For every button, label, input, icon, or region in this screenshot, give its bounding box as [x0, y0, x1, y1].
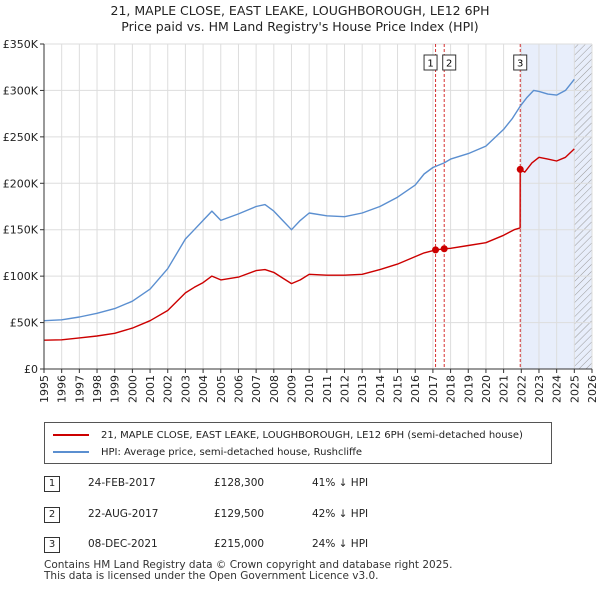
- forecast-hatching: [574, 44, 592, 369]
- x-tick-label: 2008: [268, 375, 281, 403]
- chart-legend: 21, MAPLE CLOSE, EAST LEAKE, LOUGHBOROUG…: [44, 422, 552, 464]
- y-tick-label: £0: [24, 363, 38, 376]
- legend-swatch-property: [53, 434, 89, 436]
- tx-number: 1: [44, 476, 60, 492]
- x-tick-label: 2006: [232, 375, 245, 403]
- chart-subtitle: Price paid vs. HM Land Registry's House …: [121, 19, 479, 34]
- x-tick-label: 2026: [586, 375, 599, 403]
- tx-price: £215,000: [214, 538, 265, 550]
- x-tick-label: 2010: [303, 375, 316, 403]
- x-tick-label: 2013: [356, 375, 369, 403]
- x-tick-label: 2000: [126, 375, 139, 403]
- legend-item-property: 21, MAPLE CLOSE, EAST LEAKE, LOUGHBOROUG…: [53, 427, 523, 443]
- legend-label-property: 21, MAPLE CLOSE, EAST LEAKE, LOUGHBOROUG…: [101, 429, 523, 441]
- x-tick-label: 2007: [250, 375, 263, 403]
- footer: Contains HM Land Registry data © Crown c…: [44, 560, 452, 582]
- x-tick-label: 2011: [321, 375, 334, 403]
- x-tick-label: 2014: [374, 375, 387, 403]
- price-chart: 1 2 3 £0 £50K £100K £150K £200K £250K £300K £350K…: [3, 38, 599, 403]
- footer-copyright: Contains HM Land Registry data © Crown c…: [44, 559, 453, 571]
- y-tick-label: £350K: [3, 38, 39, 51]
- x-tick-label: 1998: [91, 375, 104, 403]
- legend-label-hpi: HPI: Average price, semi-detached house,…: [101, 446, 363, 458]
- x-tick-label: 2001: [144, 375, 157, 403]
- tx-number: 2: [44, 507, 60, 523]
- sale-label-box: [513, 54, 528, 71]
- x-tick-label: 2005: [215, 375, 228, 403]
- legend-swatch-hpi: [53, 451, 89, 453]
- x-tick-label: 2023: [533, 375, 546, 403]
- tx-price: £128,300: [214, 477, 265, 489]
- y-tick-label: £200K: [3, 177, 39, 190]
- sale-label: 3: [517, 59, 523, 70]
- tx-hpi-diff: 41% ↓ HPI: [312, 477, 369, 489]
- x-tick-label: 2025: [568, 375, 581, 403]
- footer-licence: This data is licensed under the Open Gov…: [44, 570, 379, 582]
- x-tick-label: 2019: [462, 375, 475, 403]
- sale-label: 2: [446, 59, 452, 70]
- x-tick-label: 2020: [480, 375, 493, 403]
- tx-hpi-diff: 24% ↓ HPI: [312, 538, 369, 550]
- x-tick-label: 2024: [551, 375, 564, 403]
- sale-point: [516, 165, 524, 173]
- tx-date: 08-DEC-2021: [88, 538, 158, 550]
- sale-label: 1: [427, 59, 433, 70]
- hpi-line: [43, 78, 575, 322]
- x-tick-label: 2004: [197, 375, 210, 403]
- sale-label-box: [423, 54, 438, 71]
- tx-price: £129,500: [214, 508, 265, 520]
- tx-date: 24-FEB-2017: [88, 477, 156, 489]
- y-tick-label: £250K: [3, 131, 39, 144]
- x-tick-label: 1997: [73, 375, 86, 403]
- x-tick-label: 2022: [515, 375, 528, 403]
- x-tick-label: 2017: [427, 375, 440, 403]
- x-tick-label: 2002: [162, 375, 175, 403]
- chart-title: 21, MAPLE CLOSE, EAST LEAKE, LOUGHBOROUG…: [110, 3, 490, 18]
- y-tick-label: £150K: [3, 224, 39, 237]
- tx-hpi-diff: 42% ↓ HPI: [312, 508, 369, 520]
- x-tick-label: 1995: [38, 375, 51, 403]
- sale-point: [440, 245, 448, 253]
- sale-point: [432, 246, 440, 254]
- x-tick-label: 1996: [56, 375, 69, 403]
- property-price-line: [43, 148, 575, 341]
- y-tick-label: £100K: [3, 270, 39, 283]
- x-tick-label: 2009: [285, 375, 298, 403]
- sale-label-box: [442, 54, 457, 71]
- y-tick-label: £50K: [10, 317, 39, 330]
- legend-item-hpi: HPI: Average price, semi-detached house,…: [53, 444, 362, 460]
- tx-date: 22-AUG-2017: [88, 508, 159, 520]
- x-tick-label: 2021: [498, 375, 511, 403]
- x-tick-label: 2018: [445, 375, 458, 403]
- x-tick-label: 2016: [409, 375, 422, 403]
- x-tick-label: 2003: [179, 375, 192, 403]
- tx-number: 3: [44, 537, 60, 553]
- x-tick-label: 2015: [392, 375, 405, 403]
- x-tick-label: 1999: [109, 375, 122, 403]
- y-tick-label: £300K: [3, 84, 39, 97]
- x-tick-label: 2012: [339, 375, 352, 403]
